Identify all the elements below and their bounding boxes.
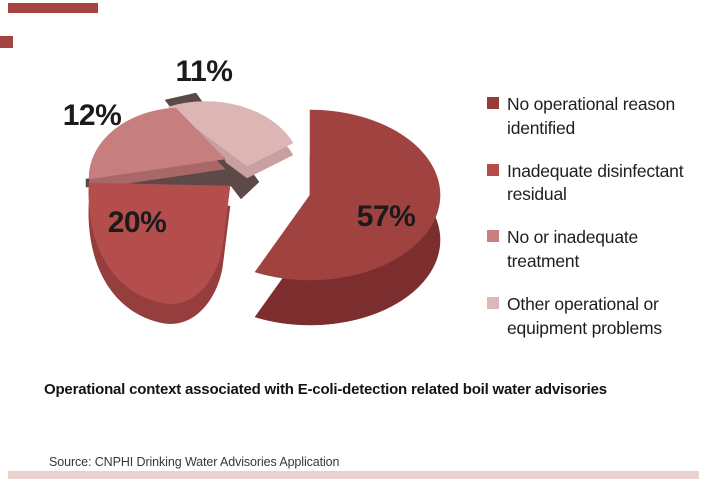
label-12pct: 12% [63,99,122,132]
slice-other-top [167,101,294,167]
chart-caption: Operational context associated with E-co… [44,381,607,398]
label-57pct: 57% [357,200,416,233]
slice-disinfectant-top [88,182,231,304]
legend-label-treatment: No or inadequate treatment [507,227,639,271]
slice-treatment-top [88,107,226,180]
legend-item-no-reason: No operational reason identified [487,93,703,141]
legend-marker-other [487,296,499,309]
legend-marker-disinfectant [487,163,499,176]
slice-no-reason-top [254,109,441,281]
legend-item-disinfectant: Inadequate disinfectant residual [487,160,703,208]
legend-marker-treatment [487,230,499,243]
source-note: Source: CNPHI Drinking Water Advisories … [49,455,340,469]
left-edge-accent-square [0,36,13,48]
legend-label-disinfectant: Inadequate disinfectant residual [507,160,684,205]
legend: No operational reason identified Inadequ… [487,93,703,359]
legend-label-no-reason: No operational reason identified [507,94,675,138]
legend-marker-no-reason [487,97,499,109]
top-left-accent-bar [8,3,98,13]
label-20pct: 20% [108,206,167,239]
legend-label-other: Other operational or equipment problems [507,293,662,338]
legend-item-treatment: No or inadequate treatment [487,226,703,274]
legend-item-other: Other operational or equipment problems [487,293,703,341]
label-11pct: 11% [176,55,233,88]
bottom-accent-strip [8,471,699,479]
